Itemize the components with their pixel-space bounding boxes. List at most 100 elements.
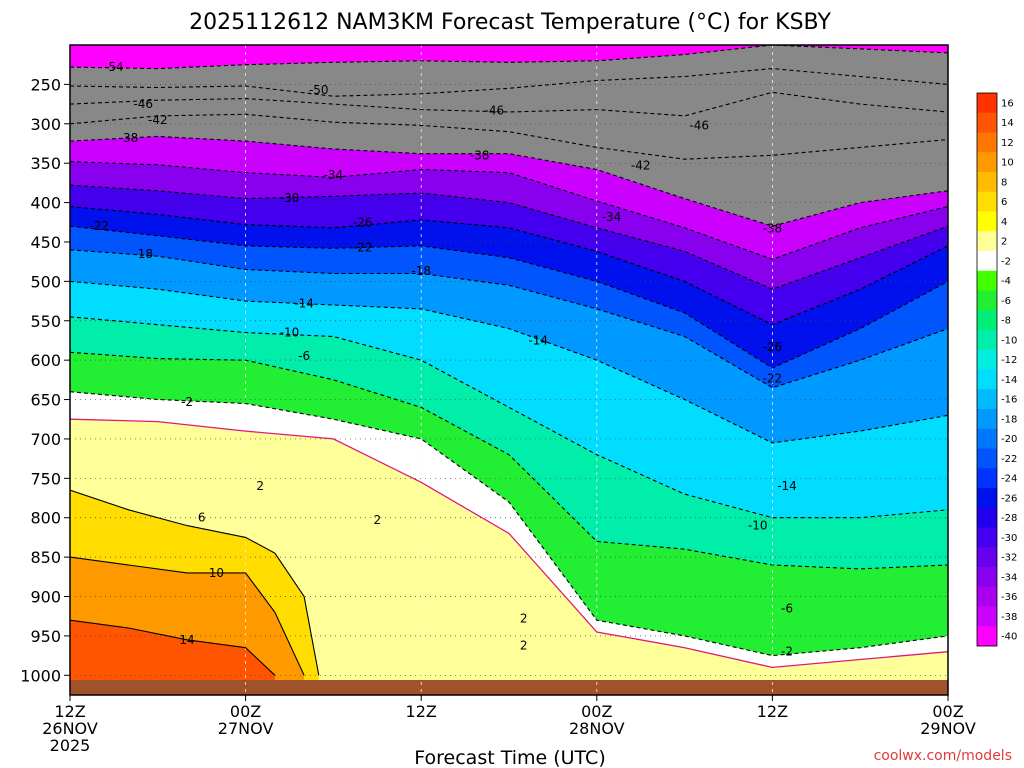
colorbar-label: -2 bbox=[1001, 256, 1011, 267]
contour-label-text: -46 bbox=[133, 97, 153, 111]
contour-label-text: 2 bbox=[256, 479, 264, 493]
y-tick-label: 800 bbox=[30, 509, 61, 528]
contour-label: -14 bbox=[777, 479, 797, 493]
contour-label-text: -46 bbox=[689, 118, 709, 132]
credit-text: coolwx.com/models bbox=[874, 748, 1012, 764]
isotherm--30 bbox=[70, 184, 948, 290]
y-tick-label: 900 bbox=[30, 588, 61, 607]
x-tick-label: 12Z bbox=[757, 702, 788, 721]
contour-label: -2 bbox=[181, 395, 193, 409]
y-tick-label: 950 bbox=[30, 627, 61, 646]
contour-label-text: -42 bbox=[631, 159, 651, 173]
contour-label-text: -46 bbox=[485, 103, 505, 117]
colorbar-swatch bbox=[977, 290, 997, 311]
contour-label-text: -2 bbox=[181, 395, 193, 409]
isotherm--14 bbox=[70, 280, 948, 444]
contour-label: -50 bbox=[309, 83, 329, 97]
colorbar-frame bbox=[976, 92, 998, 647]
contour-label-text: 10 bbox=[209, 566, 224, 580]
colorbar-swatch bbox=[977, 547, 997, 568]
contour-label-text: -18 bbox=[133, 247, 153, 261]
contour-label-text: -38 bbox=[470, 148, 490, 162]
contour-label-text: -42 bbox=[148, 113, 168, 127]
contour-label-text: -50 bbox=[309, 83, 329, 97]
contour-label-text: -6 bbox=[781, 601, 793, 615]
colorbar-swatch bbox=[977, 112, 997, 133]
contour-label: -30 bbox=[280, 191, 300, 205]
colorbar-label: -30 bbox=[1001, 533, 1017, 544]
y-tick-label: 850 bbox=[30, 548, 61, 567]
colorbar-label: -6 bbox=[1001, 296, 1011, 307]
x-tick-label: 00Z bbox=[230, 702, 261, 721]
colorbar-label: -38 bbox=[1001, 612, 1017, 623]
contour-label-text: -18 bbox=[411, 264, 431, 278]
contour-label-text: -30 bbox=[280, 191, 300, 205]
colorbar-label: 6 bbox=[1001, 197, 1007, 208]
contour-label: 14 bbox=[179, 633, 194, 647]
contour-label: -26 bbox=[353, 215, 373, 229]
colorbar-swatch bbox=[977, 428, 997, 449]
colorbar-swatch bbox=[977, 172, 997, 193]
contour-label-text: -34 bbox=[602, 210, 622, 224]
colorbar-label: -8 bbox=[1001, 316, 1011, 327]
contour-label-text: -22 bbox=[89, 219, 109, 233]
colorbar-swatch bbox=[977, 626, 997, 647]
isotherm-10 bbox=[70, 556, 305, 676]
colorbar-swatch bbox=[977, 567, 997, 588]
contour-label: -38 bbox=[763, 222, 783, 236]
colorbar-label: -4 bbox=[1001, 276, 1011, 287]
contour-label: 2 bbox=[520, 612, 528, 626]
colorbar-label: -20 bbox=[1001, 434, 1017, 445]
colorbar-swatch bbox=[977, 330, 997, 351]
colorbar-swatch bbox=[977, 211, 997, 232]
colorbar-swatch bbox=[977, 369, 997, 390]
contour-label-text: -38 bbox=[763, 222, 783, 236]
colorbar-label: -40 bbox=[1001, 632, 1017, 643]
colorbar-label: -14 bbox=[1001, 375, 1017, 386]
contour-label-text: -14 bbox=[294, 296, 314, 310]
contour-label: -42 bbox=[148, 113, 168, 127]
colorbar-label: -22 bbox=[1001, 454, 1017, 465]
contour-label: -22 bbox=[89, 219, 109, 233]
contour-label-text: 2 bbox=[520, 612, 528, 626]
contour-label: -42 bbox=[631, 159, 651, 173]
isotherm--18 bbox=[70, 249, 948, 389]
contour-label-text: 2 bbox=[373, 513, 381, 527]
colorbar-swatch bbox=[977, 152, 997, 173]
contour-label: -10 bbox=[748, 519, 768, 533]
y-axis: 250 300 350 400 450 500 550 600 650 700 750 800 850 9… bbox=[20, 75, 70, 685]
colorbar-label: -16 bbox=[1001, 395, 1017, 406]
y-tick-label: 600 bbox=[30, 351, 61, 370]
contour-label: -38 bbox=[470, 148, 490, 162]
contour-label: -22 bbox=[353, 240, 373, 254]
contour-label-text: -54 bbox=[104, 60, 124, 74]
colorbar-swatch bbox=[977, 191, 997, 212]
colorbar-label: 16 bbox=[1001, 98, 1014, 109]
y-tick-label: 1000 bbox=[20, 666, 61, 685]
isotherm--22 bbox=[70, 225, 948, 369]
colorbar-label: -18 bbox=[1001, 414, 1017, 425]
contour-label: -46 bbox=[689, 118, 709, 132]
isotherm--46 bbox=[70, 91, 948, 117]
isotherm--42 bbox=[70, 113, 948, 160]
y-tick-label: 450 bbox=[30, 233, 61, 252]
isotherm-2 bbox=[70, 418, 948, 669]
contour-label: -46 bbox=[485, 103, 505, 117]
contour-label: -26 bbox=[763, 340, 783, 354]
contour-label-text: -2 bbox=[781, 645, 793, 659]
colorbar-swatch bbox=[977, 251, 997, 272]
contour-label-text: 6 bbox=[198, 511, 206, 525]
contour-label: -38 bbox=[119, 131, 139, 145]
contour-label: -34 bbox=[602, 210, 622, 224]
colorbar-swatch bbox=[977, 310, 997, 331]
x-tick-label: 2025 bbox=[50, 736, 91, 755]
x-tick-label: 29NOV bbox=[920, 719, 976, 738]
contour-label: -6 bbox=[781, 601, 793, 615]
colorbar-label: -26 bbox=[1001, 493, 1017, 504]
contour-label-text: -6 bbox=[298, 349, 310, 363]
contour-label: -14 bbox=[294, 296, 314, 310]
y-tick-label: 500 bbox=[30, 272, 61, 291]
contour-label: -6 bbox=[298, 349, 310, 363]
